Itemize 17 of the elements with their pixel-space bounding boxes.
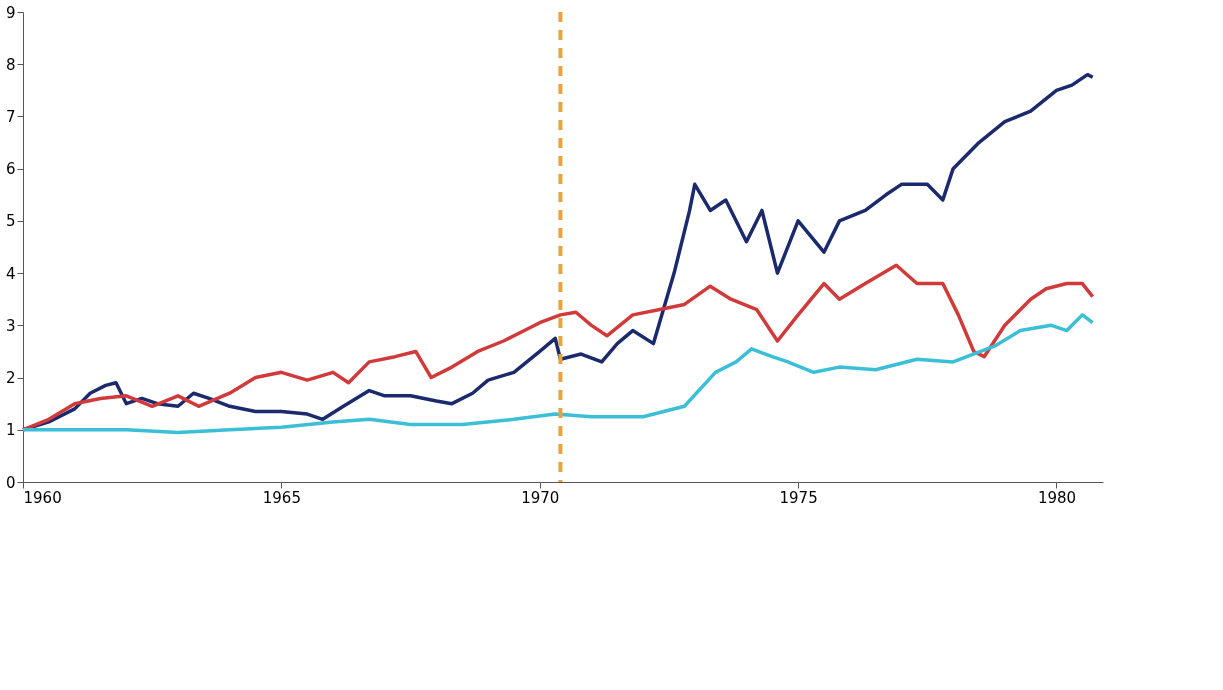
y-tick-label: 0	[5, 473, 16, 492]
y-tick-label: 7	[5, 107, 16, 126]
x-tick-label: 1980	[1037, 488, 1077, 507]
x-tick-label: 1970	[521, 488, 560, 507]
line-series	[21, 263, 1095, 432]
y-tick-label: 1	[5, 421, 16, 440]
x-tick-label: 1965	[262, 488, 301, 507]
y-tick-label: 3	[5, 316, 16, 335]
y-tick-label: 9	[5, 3, 16, 22]
x-tick-label: 1975	[779, 488, 818, 507]
y-tick-label: 4	[5, 264, 16, 283]
y-tick-label: 8	[5, 55, 16, 74]
x-tick-label: 1960	[23, 488, 62, 507]
y-tick-label: 6	[5, 160, 16, 179]
y-tick-label: 5	[5, 212, 16, 231]
line-series	[21, 313, 1095, 435]
y-tick-label: 2	[5, 369, 16, 388]
